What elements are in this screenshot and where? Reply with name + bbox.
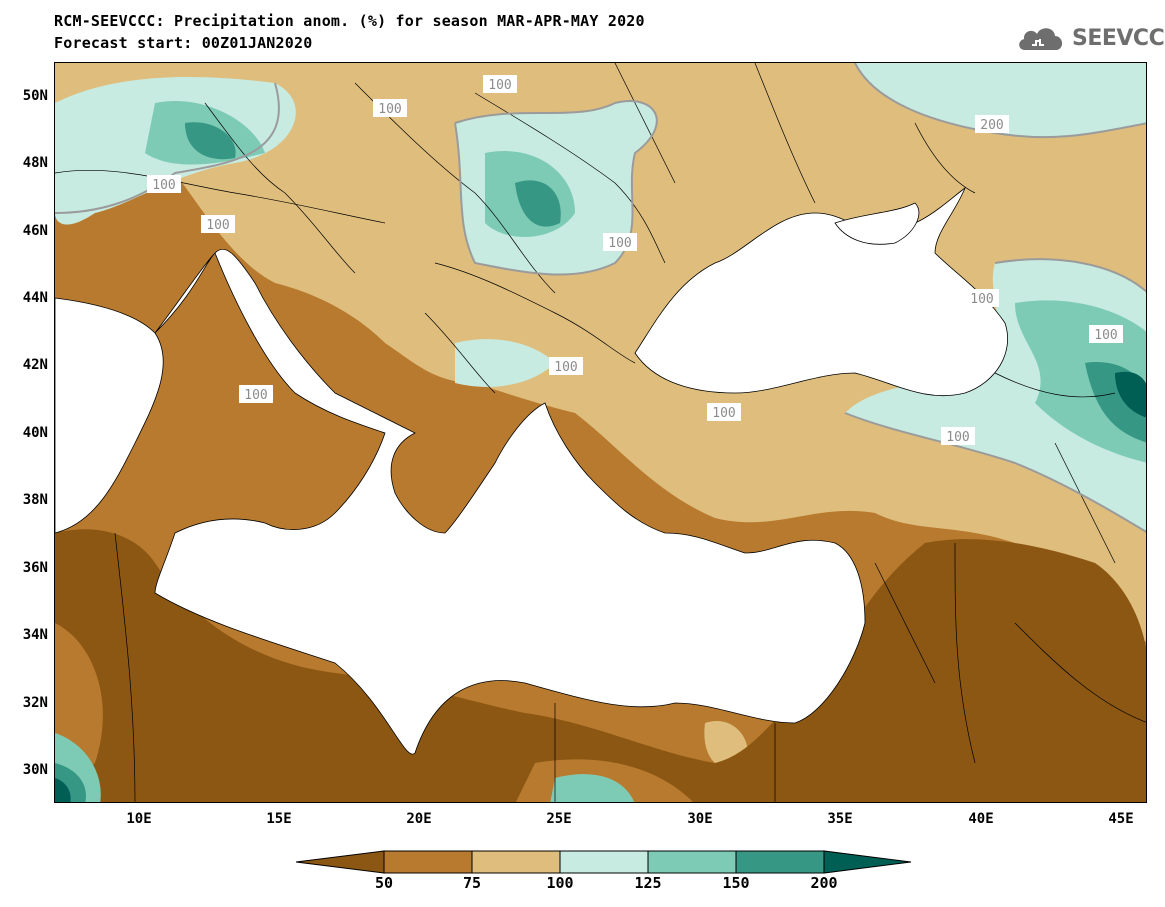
colorbar xyxy=(296,850,912,874)
sea-of-azov xyxy=(834,202,920,245)
colorbar-segment xyxy=(471,850,561,874)
land-anomaly-100-125 xyxy=(855,63,1146,138)
lon-tick-label: 25E xyxy=(546,811,572,827)
forecast-start-label: Forecast start: 00Z01JAN2020 xyxy=(54,34,313,52)
lon-tick-label: 45E xyxy=(1108,811,1134,827)
lon-tick-label: 30E xyxy=(687,811,713,827)
lon-tick-label: 40E xyxy=(968,811,994,827)
land-anomaly-above-200 xyxy=(1115,371,1146,418)
land-anomaly-150-200 xyxy=(185,122,236,160)
lat-tick-label: 32N xyxy=(22,695,48,711)
country-borders xyxy=(55,63,1146,802)
contour-100-lines xyxy=(55,63,1146,533)
lat-tick-label: 38N xyxy=(22,492,48,508)
contour-label: 100 xyxy=(152,178,175,193)
lat-tick-label: 44N xyxy=(22,290,48,306)
contour-label: 100 xyxy=(970,292,993,307)
contour-label: 100 xyxy=(206,218,229,233)
colorbar-segment xyxy=(647,850,737,874)
lat-tick-label: 30N xyxy=(22,762,48,778)
map-title: RCM-SEEVCCC: Precipitation anom. (%) for… xyxy=(54,12,645,30)
land-anomaly-75-100 xyxy=(55,63,1146,642)
contour-label: 100 xyxy=(378,102,401,117)
lat-tick-label: 46N xyxy=(22,223,48,239)
lat-tick-label: 34N xyxy=(22,627,48,643)
contour-label: 200 xyxy=(980,118,1003,133)
lat-tick-label: 48N xyxy=(22,155,48,171)
colorbar-label: 100 xyxy=(546,874,574,892)
cloud-icon xyxy=(1019,28,1063,50)
land-anomaly-above-200 xyxy=(55,778,71,802)
lat-tick-label: 40N xyxy=(22,425,48,441)
land-anomaly-below-50 xyxy=(55,529,1146,802)
mediterranean-sea xyxy=(55,248,866,755)
contour-label: 100 xyxy=(1094,328,1117,343)
lon-tick-label: 35E xyxy=(827,811,853,827)
lon-tick-label: 10E xyxy=(126,811,152,827)
contour-label: 100 xyxy=(554,360,577,375)
seevccc-logo: SEEVCCC xyxy=(1016,20,1165,56)
contour-labels: 100 100 100 100 100 200 100 100 100 100 … xyxy=(147,75,1123,445)
black-sea xyxy=(634,186,1008,397)
colorbar-label: 200 xyxy=(810,874,838,892)
colorbar-label: 75 xyxy=(462,874,482,892)
colorbar-label: 50 xyxy=(374,874,394,892)
lon-tick-label: 20E xyxy=(406,811,432,827)
land-anomaly-100-125 xyxy=(455,339,555,387)
colorbar-segment xyxy=(735,850,825,874)
precipitation-anomaly-map: 100 100 100 100 100 200 100 100 100 100 … xyxy=(54,62,1147,803)
contour-label: 100 xyxy=(608,236,631,251)
land-anomaly-125-150 xyxy=(550,774,635,802)
land-anomaly-150-200 xyxy=(515,180,561,227)
contour-label: 100 xyxy=(244,388,267,403)
colorbar-label: 125 xyxy=(634,874,662,892)
contour-label: 100 xyxy=(946,430,969,445)
lat-tick-label: 42N xyxy=(22,357,48,373)
colorbar-segment xyxy=(823,850,912,874)
logo-text: SEEVCCC xyxy=(1072,25,1165,51)
lat-tick-label: 50N xyxy=(22,88,48,104)
colorbar-segment xyxy=(296,850,385,874)
contour-label: 100 xyxy=(488,78,511,93)
contour-label: 100 xyxy=(712,406,735,421)
lon-tick-label: 15E xyxy=(266,811,292,827)
colorbar-segment xyxy=(559,850,649,874)
colorbar-segment xyxy=(383,850,473,874)
lat-tick-label: 36N xyxy=(22,560,48,576)
colorbar-label: 150 xyxy=(722,874,750,892)
